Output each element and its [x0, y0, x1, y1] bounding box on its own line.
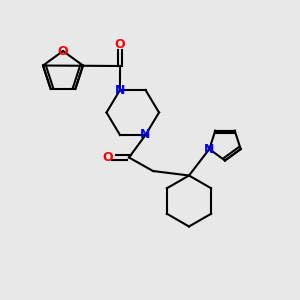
- Text: O: O: [58, 44, 68, 58]
- Text: O: O: [103, 151, 113, 164]
- Text: N: N: [204, 142, 214, 156]
- Text: O: O: [115, 38, 125, 52]
- Text: N: N: [140, 128, 151, 142]
- Text: N: N: [115, 83, 125, 97]
